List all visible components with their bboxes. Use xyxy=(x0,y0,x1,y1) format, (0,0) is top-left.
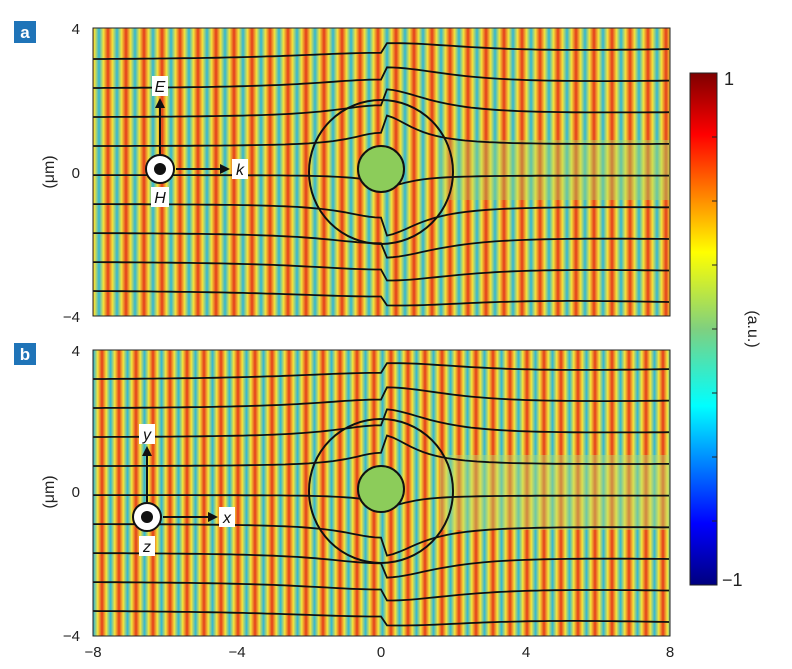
panel-a-k-label: k xyxy=(236,162,245,179)
panel-b-ytick-bottom: −4 xyxy=(63,628,80,645)
panel-b-streamline-1 xyxy=(93,386,670,409)
panel-a-frame xyxy=(92,27,671,317)
panel-a-shadow-region xyxy=(440,140,670,200)
panel-b-y-label-bg xyxy=(139,424,155,444)
panel-a-ytick-bottom: −4 xyxy=(63,309,80,326)
panel-a-k-label-bg xyxy=(232,159,248,179)
panel-b-streamline-7 xyxy=(93,581,669,602)
panel-a-streamline-8 xyxy=(93,290,670,307)
panel-a-ytick-mid: 0 xyxy=(72,165,80,182)
panel-b-outer-circle xyxy=(308,418,454,564)
panel-b-vector-diagram: y x z xyxy=(132,424,235,556)
panel-a-ytick-top: 4 xyxy=(72,21,80,38)
panel-b-x-label-bg xyxy=(219,507,235,527)
panel-b-badge xyxy=(14,343,36,365)
panel-a-outer-circle xyxy=(308,99,454,245)
panel-b-streamline-2 xyxy=(93,408,670,438)
panel-a-streamline-3 xyxy=(93,114,669,147)
panel-a-streamline-7 xyxy=(93,261,669,282)
xtick-minus8: −8 xyxy=(84,644,101,661)
colorbar-min-label: −1 xyxy=(722,570,743,590)
xtick-4: 4 xyxy=(522,644,530,661)
xtick-0: 0 xyxy=(377,644,385,661)
panel-b-letter: b xyxy=(20,345,30,364)
panel-b-y-arrowhead xyxy=(142,446,152,456)
panel-a-streamline-5 xyxy=(93,203,669,237)
panel-b-ytick-mid: 0 xyxy=(72,484,80,501)
panel-b-y-label: y xyxy=(142,427,152,444)
panel-b-streamlines xyxy=(93,362,670,627)
panel-a-e-label: E xyxy=(155,79,166,96)
panel-a-ylabel: (μm) xyxy=(41,155,58,188)
colorbar-axis-label: (a.u.) xyxy=(744,310,761,347)
panel-b-frame xyxy=(92,349,671,637)
xtick-minus4: −4 xyxy=(228,644,245,661)
panel-b-streamline-5 xyxy=(93,523,669,557)
panel-a-h-label: H xyxy=(154,190,166,207)
panel-b-z-label-bg xyxy=(139,536,155,556)
panel-a-h-label-bg xyxy=(151,187,169,207)
panel-b-inner-sphere xyxy=(357,465,405,513)
panel-b: b 4 0 −4 (μm) y x z xyxy=(14,343,671,645)
panel-a-streamline-0 xyxy=(93,42,670,60)
panel-b-shadow-region xyxy=(440,455,670,530)
panel-a-letter: a xyxy=(20,23,30,42)
panel-b-streamline-0 xyxy=(93,362,670,380)
panel-b-x-label: x xyxy=(222,510,232,527)
panel-a: a 4 0 −4 (μm) E k H xyxy=(14,21,671,326)
panel-a-badge xyxy=(14,21,36,43)
panel-b-streamline-3 xyxy=(93,434,669,467)
panel-b-z-label: z xyxy=(142,539,151,556)
panel-a-h-dot xyxy=(154,163,166,175)
panel-b-ytick-top: 4 xyxy=(72,343,80,360)
panel-a-streamline-2 xyxy=(93,88,670,118)
panel-a-streamline-1 xyxy=(93,66,670,89)
xtick-8: 8 xyxy=(666,644,674,661)
panel-b-z-dot xyxy=(141,511,153,523)
x-axis-ticks: −8 −4 0 4 8 xyxy=(84,644,674,661)
panel-b-ylabel: (μm) xyxy=(41,475,58,508)
panel-a-e-arrowhead xyxy=(155,98,165,108)
colorbar-max-label: 1 xyxy=(724,69,734,89)
panel-a-streamlines xyxy=(93,42,670,307)
panel-b-streamline-8 xyxy=(93,610,670,627)
panel-a-k-arrowhead xyxy=(220,164,230,174)
panel-a-e-label-bg xyxy=(152,76,168,96)
panel-a-vector-diagram: E k H xyxy=(145,76,248,207)
colorbar-ticks xyxy=(712,136,717,522)
colorbar: 1 −1 (a.u.) xyxy=(689,69,761,590)
panel-a-inner-sphere xyxy=(357,145,405,193)
panel-b-x-arrowhead xyxy=(208,512,218,522)
